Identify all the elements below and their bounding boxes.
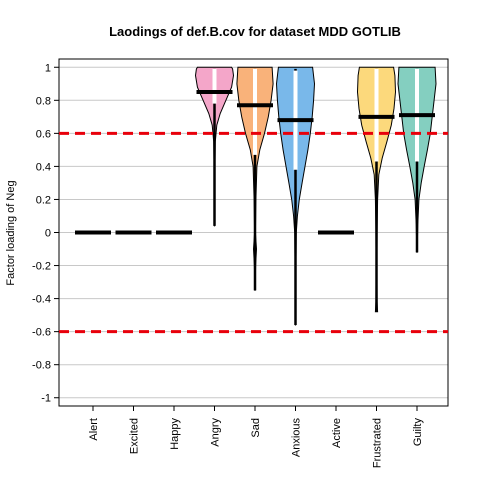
x-tick-label: Sad [250,418,262,438]
chart-title: Laodings of def.B.cov for dataset MDD GO… [109,24,401,39]
x-tick-label: Angry [210,418,222,447]
y-tick-label: 0 [45,228,51,240]
y-tick-label: 0.2 [36,194,51,206]
y-tick-label: -0.2 [32,261,51,273]
y-tick-label: 0.8 [36,95,51,107]
y-tick-label: 0.6 [36,128,51,140]
y-tick-label: -0.4 [32,294,51,306]
y-tick-label: 0.4 [36,161,51,173]
y-tick-label: -1 [41,393,51,405]
x-tick-label: Anxious [291,418,303,458]
y-axis-label: Factor loading of Neg [5,180,17,285]
x-tick-label: Guilty [412,418,424,447]
y-tick-label: 1 [45,62,51,74]
x-tick-label: Happy [169,418,181,450]
x-tick-label: Excited [129,418,141,454]
y-tick-label: -0.6 [32,327,51,339]
y-tick-label: -0.8 [32,360,51,372]
x-tick-label: Frustrated [372,418,384,468]
x-tick-label: Alert [88,418,100,441]
x-tick-label: Active [331,418,343,448]
